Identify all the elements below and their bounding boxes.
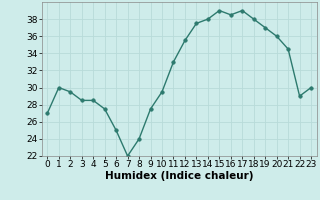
X-axis label: Humidex (Indice chaleur): Humidex (Indice chaleur) bbox=[105, 171, 253, 181]
